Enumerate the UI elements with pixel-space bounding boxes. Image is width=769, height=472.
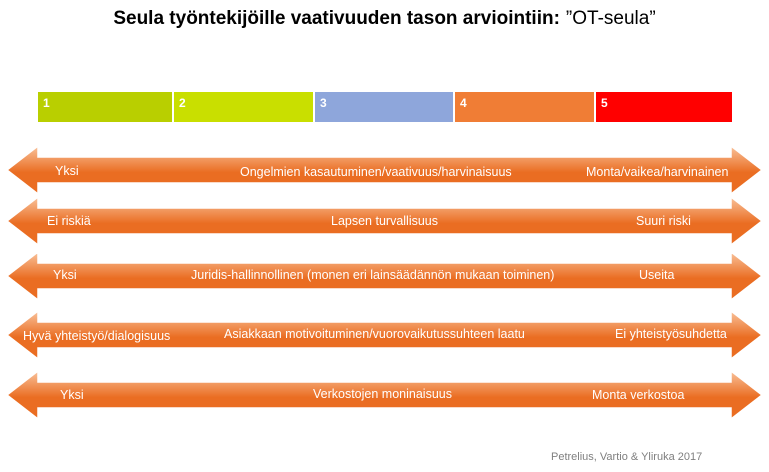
scale-level-label: 2 [179, 96, 186, 110]
double-arrow-shape [5, 309, 764, 361]
double-arrow-shape [5, 250, 764, 302]
double-arrow-shape [5, 144, 764, 196]
arrow-center-label: Lapsen turvallisuus [331, 214, 439, 228]
source-credit: Petrelius, Vartio & Yliruka 2017 [551, 451, 703, 463]
arrow-right-label: Ei yhteistyösuhdetta [615, 327, 727, 341]
title-sub: ”OT-seula” [565, 8, 656, 29]
arrow-center-label: Juridis-hallinnollinen (monen eri lainsä… [191, 268, 555, 282]
criterion-arrow: Yksi Juridis-hallinnollinen (monen eri l… [0, 246, 769, 306]
arrow-left-label: Yksi [53, 268, 77, 282]
arrow-right-label: Useita [639, 268, 675, 282]
arrow-right-label: Monta verkostoa [592, 388, 685, 402]
arrow-center-label: Ongelmien kasautuminen/vaativuus/harvina… [240, 165, 512, 179]
arrow-body [5, 195, 764, 247]
arrow-left-label: Ei riskiä [47, 214, 91, 228]
scale-level-label: 5 [601, 96, 608, 110]
arrow-right-label: Monta/vaikea/harvinainen [586, 165, 729, 179]
arrow-body [5, 309, 764, 361]
criterion-arrow: Ei riskiä Lapsen turvallisuus Suuri risk… [0, 191, 769, 251]
arrow-left-label: Yksi [55, 164, 79, 178]
slide-title: Seula työntekijöille vaativuuden tason a… [0, 8, 769, 30]
scale-level-3: 3 [315, 92, 455, 122]
criterion-arrow: Hyvä yhteistyö/dialogisuus Asiakkaan mot… [0, 305, 769, 365]
arrow-left-label: Hyvä yhteistyö/dialogisuus [23, 329, 171, 343]
scale-level-label: 4 [460, 96, 467, 110]
double-arrow-shape [5, 195, 764, 247]
scale-level-4: 4 [455, 92, 596, 122]
severity-scale: 1 2 3 4 5 [38, 92, 732, 122]
arrow-body [5, 250, 764, 302]
arrow-left-label: Yksi [60, 388, 84, 402]
arrow-center-label: Verkostojen moninaisuus [313, 387, 452, 401]
arrow-center-label: Asiakkaan motivoituminen/vuorovaikutussu… [224, 327, 525, 341]
arrow-right-label: Suuri riski [636, 214, 691, 228]
title-main: Seula työntekijöille vaativuuden tason a… [113, 8, 560, 29]
scale-level-1: 1 [38, 92, 174, 122]
arrow-body [5, 144, 764, 196]
criterion-arrow: Yksi Verkostojen moninaisuus Monta verko… [0, 365, 769, 425]
arrow-body [5, 369, 764, 421]
double-arrow-shape [5, 369, 764, 421]
scale-level-2: 2 [174, 92, 315, 122]
scale-level-label: 3 [320, 96, 327, 110]
criterion-arrow: Yksi Ongelmien kasautuminen/vaativuus/ha… [0, 140, 769, 200]
scale-level-5: 5 [596, 92, 732, 122]
scale-level-label: 1 [43, 96, 50, 110]
